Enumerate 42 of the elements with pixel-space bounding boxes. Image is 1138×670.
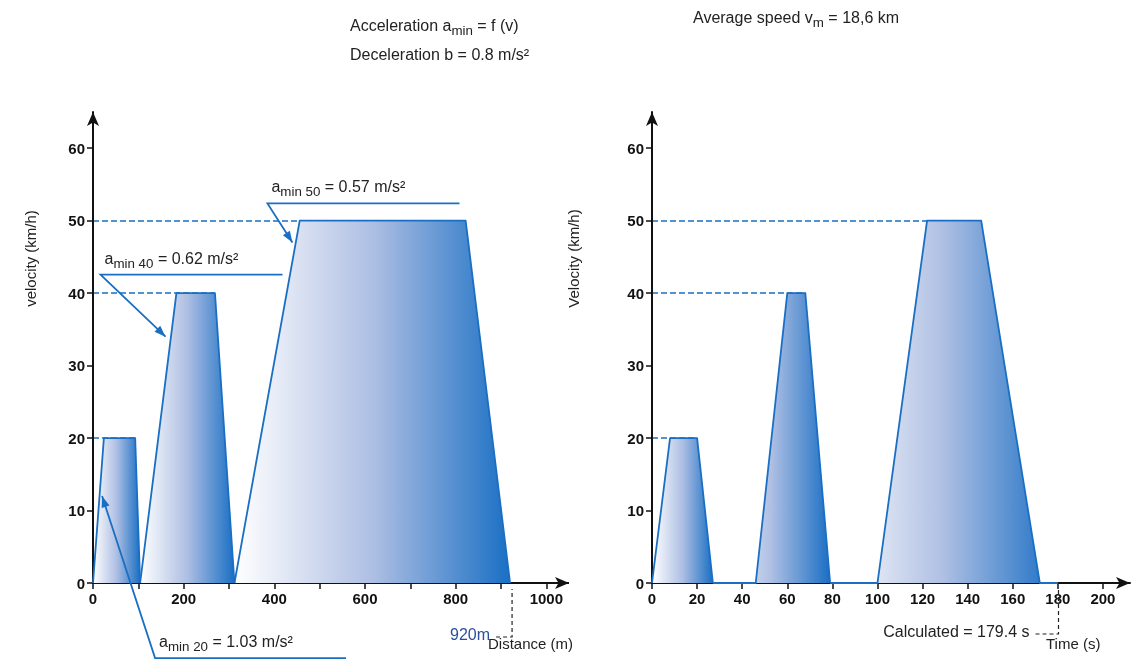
x-tick-label: 100 <box>864 590 890 607</box>
chart-title: Acceleration a$_{min}$ = f (v) <box>350 16 520 41</box>
x-tick-label: 120 <box>910 590 936 607</box>
y-tick-label: 60 <box>68 139 85 157</box>
chart-title: Average speed v$_{m}$ = 18,6 km <box>693 8 900 33</box>
y-tick-label: 10 <box>68 502 85 520</box>
x-tick-label: 600 <box>352 590 378 607</box>
x-tick-label: 200 <box>1090 590 1116 607</box>
x-tick-label: 140 <box>955 590 981 607</box>
y-tick-label: 20 <box>627 429 644 447</box>
y-tick-label: 0 <box>635 574 644 592</box>
annotation: a$_{min 50}$ = 0.57 m/s² <box>271 177 406 202</box>
x-tick-label: 60 <box>778 590 796 607</box>
y-tick-label: 0 <box>76 574 85 592</box>
annotation: Calculated = 179.4 s <box>883 622 1030 642</box>
x-tick-label: 0 <box>88 590 98 607</box>
y-tick-label: 40 <box>627 284 644 302</box>
x-tick-label: 40 <box>733 590 751 607</box>
x-tick-label: 20 <box>688 590 706 607</box>
y-axis-title: velocity (km/h) <box>21 209 39 309</box>
x-tick-label: 800 <box>443 590 469 607</box>
chart-subtitle: Deceleration b = 0.8 m/s² <box>350 45 530 66</box>
x-axis-title: Time (s) <box>1046 635 1101 652</box>
y-tick-label: 60 <box>627 139 644 157</box>
y-tick-label: 20 <box>68 429 85 447</box>
x-axis-title: Distance (m) <box>488 635 574 652</box>
y-tick-label: 10 <box>627 502 644 520</box>
x-tick-label: 80 <box>824 590 841 607</box>
y-tick-label: 50 <box>627 212 644 230</box>
y-tick-label: 30 <box>68 357 85 375</box>
x-tick-label: 200 <box>171 590 197 607</box>
annotation: a$_{min 40}$ = 0.62 m/s² <box>104 248 239 273</box>
y-axis-title: Velocity (km/h) <box>564 208 582 310</box>
y-tick-label: 30 <box>627 357 644 375</box>
x-tick-label: 180 <box>1045 590 1071 607</box>
x-tick-label: 400 <box>261 590 287 607</box>
y-tick-label: 50 <box>68 212 85 230</box>
x-tick-label: 1000 <box>529 590 564 607</box>
y-tick-label: 40 <box>68 284 85 302</box>
annotation: a$_{min 20}$ = 1.03 m/s² <box>159 632 293 657</box>
x-tick-label: 160 <box>1000 590 1026 607</box>
x-tick-label: 0 <box>647 590 657 607</box>
